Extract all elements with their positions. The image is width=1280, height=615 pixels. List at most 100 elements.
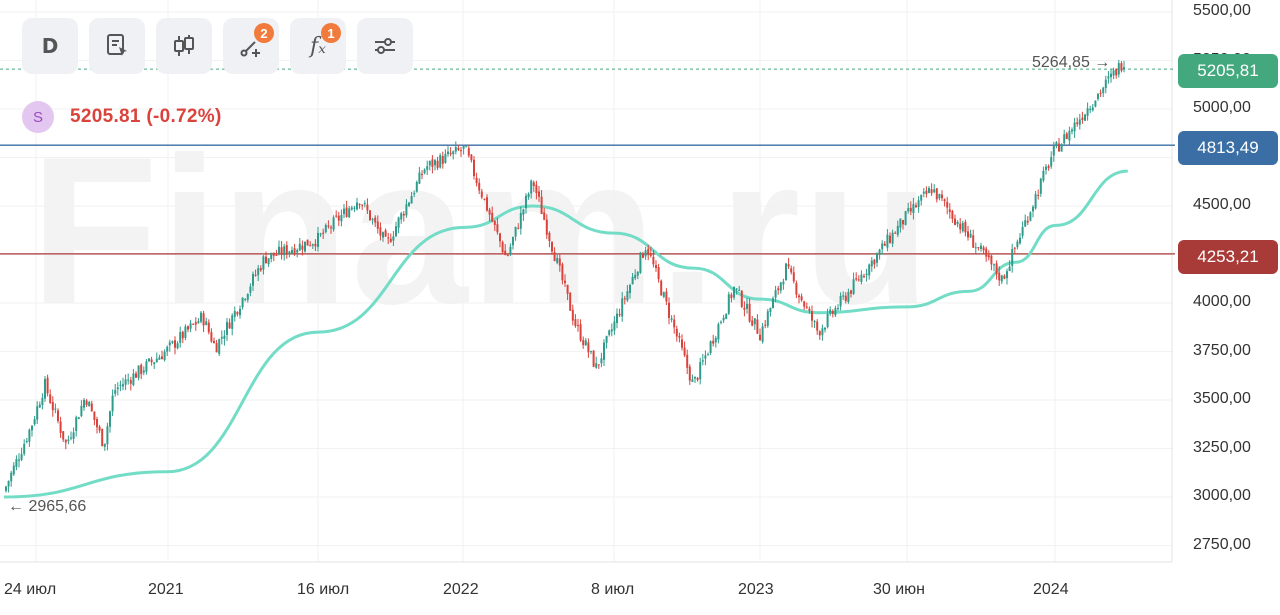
candle-body — [371, 219, 374, 221]
candle-body — [205, 321, 208, 326]
candle-body — [1094, 100, 1097, 107]
candle-body — [166, 346, 169, 352]
candle-body — [564, 280, 566, 284]
candle-body — [610, 329, 613, 332]
y-tick-label: 3500,00 — [1193, 390, 1251, 407]
candle-body — [397, 217, 400, 228]
candle-body — [863, 276, 865, 278]
candle-body — [1037, 194, 1040, 196]
candle-body — [444, 153, 447, 163]
candle-body — [361, 204, 364, 206]
candle-body — [569, 292, 572, 311]
candle-body — [296, 250, 299, 253]
candle-body — [805, 306, 808, 308]
candle-body — [896, 225, 899, 235]
notes-cursor-icon — [107, 34, 127, 56]
notes-button[interactable] — [89, 18, 145, 74]
candle-body — [774, 290, 777, 298]
candle-body — [769, 307, 772, 313]
candle-body — [595, 363, 598, 368]
candle-body — [738, 289, 741, 291]
candle-body — [54, 408, 57, 410]
candle-body — [90, 403, 93, 412]
candle-body — [20, 454, 23, 460]
candle-body — [886, 234, 889, 248]
candle-body — [1050, 157, 1053, 167]
candle-body — [540, 196, 543, 215]
candle-body — [1089, 108, 1092, 111]
candle-body — [119, 384, 122, 386]
drawing-tools-button[interactable]: 2 — [223, 18, 279, 74]
candle-body — [644, 250, 647, 257]
candle-body — [480, 191, 483, 198]
candle-body — [636, 271, 639, 276]
timeframe-button[interactable]: D — [22, 18, 78, 74]
indicators-button[interactable]: 𝑓ₓ 1 — [290, 18, 346, 74]
candle-body — [423, 169, 426, 174]
candle-body — [545, 219, 548, 235]
candle-body — [829, 309, 832, 314]
candle-body — [948, 209, 951, 213]
candle-body — [990, 255, 993, 265]
candle-body — [140, 364, 143, 375]
candle-body — [818, 331, 821, 336]
candle-body — [413, 193, 416, 195]
candle-body — [499, 233, 501, 242]
candle-body — [376, 221, 379, 229]
candle-body — [972, 235, 975, 248]
chart-type-button[interactable] — [156, 18, 212, 74]
candle-body — [709, 341, 712, 354]
candle-body — [967, 231, 969, 238]
settings-button[interactable] — [357, 18, 413, 74]
candle-body — [49, 394, 52, 404]
candle-body — [85, 400, 88, 405]
candle-body — [603, 342, 605, 360]
candle-body — [751, 320, 754, 326]
candle-body — [467, 148, 470, 156]
candle-body — [475, 177, 478, 184]
ticker-avatar[interactable]: S — [22, 101, 54, 133]
candle-body — [137, 365, 140, 378]
candle-body — [408, 202, 410, 206]
candle-body — [623, 298, 626, 300]
candle-body — [1042, 170, 1045, 181]
candle-body — [291, 250, 293, 254]
candle-body — [681, 339, 683, 348]
candle-body — [577, 325, 579, 327]
y-tick-label: 3750,00 — [1193, 341, 1251, 359]
candle-body — [951, 211, 954, 219]
candle-body — [787, 264, 790, 267]
candle-body — [187, 326, 189, 330]
y-tick-label: 3000,00 — [1193, 487, 1251, 504]
candle-body — [127, 379, 130, 381]
candle-body — [1019, 237, 1021, 244]
moving-average-line — [3, 169, 1128, 499]
candle-body — [899, 218, 902, 228]
candle-body — [132, 373, 135, 386]
candle-body — [831, 311, 834, 314]
ticker-price-change: 5205.81 (-0.72%) — [70, 106, 222, 127]
candle-body — [956, 221, 959, 225]
candle-body — [155, 358, 158, 363]
candle-body — [462, 145, 465, 149]
candle-body — [265, 256, 267, 264]
candle-body — [907, 208, 910, 212]
candle-body — [210, 332, 213, 342]
candle-body — [790, 268, 793, 273]
candle-body — [532, 182, 535, 186]
candle-body — [1068, 130, 1071, 141]
candle-body — [678, 335, 681, 338]
y-tick-label: 5500,00 — [1193, 2, 1251, 19]
candle-body — [980, 245, 982, 249]
candle-body — [153, 362, 156, 364]
candle-body — [571, 309, 574, 321]
candle-body — [493, 220, 496, 226]
candle-body — [530, 180, 533, 194]
candle-body — [551, 242, 553, 252]
candle-body — [561, 264, 564, 281]
candle-body — [1117, 63, 1120, 75]
candle-body — [106, 426, 109, 445]
candle-body — [522, 209, 525, 215]
candle-body — [740, 290, 743, 307]
